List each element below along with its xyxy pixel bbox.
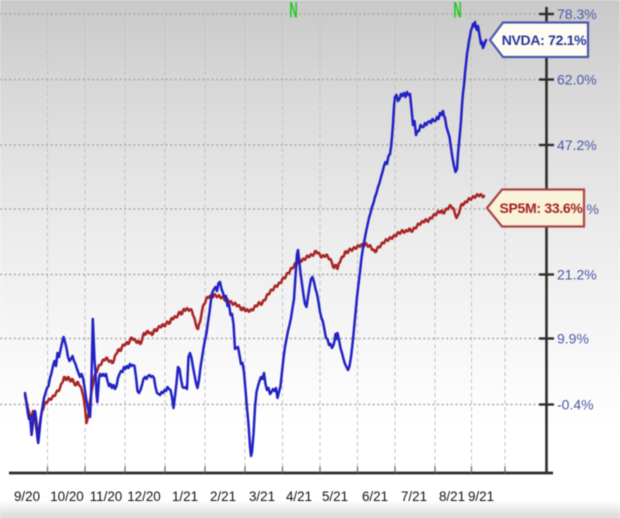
svg-text:2/21: 2/21: [210, 489, 236, 504]
svg-text:11/20: 11/20: [90, 489, 123, 504]
svg-text:%: %: [587, 201, 599, 217]
svg-text:N: N: [289, 0, 297, 23]
svg-text:-0.4%: -0.4%: [557, 397, 594, 413]
svg-text:1/21: 1/21: [172, 489, 198, 504]
svg-text:12/20: 12/20: [127, 489, 161, 504]
svg-text:21.2%: 21.2%: [557, 267, 597, 283]
svg-text:10/20: 10/20: [50, 489, 84, 504]
svg-text:9/20: 9/20: [14, 489, 40, 504]
svg-text:47.2%: 47.2%: [557, 137, 597, 153]
svg-text:4/21: 4/21: [286, 489, 312, 504]
svg-text:62.0%: 62.0%: [557, 72, 597, 88]
svg-text:SP5M: 33.6%: SP5M: 33.6%: [499, 200, 583, 216]
svg-text:9.9%: 9.9%: [557, 331, 589, 347]
svg-text:NVDA: 72.1%: NVDA: 72.1%: [502, 32, 587, 48]
svg-text:N: N: [453, 0, 461, 23]
svg-text:6/21: 6/21: [362, 489, 388, 504]
svg-text:5/21: 5/21: [322, 489, 348, 504]
svg-text:8/21: 8/21: [439, 489, 465, 504]
svg-text:9/21: 9/21: [468, 489, 494, 504]
svg-text:78.3%: 78.3%: [557, 6, 597, 22]
svg-text:7/21: 7/21: [401, 489, 427, 504]
svg-text:3/21: 3/21: [249, 489, 275, 504]
